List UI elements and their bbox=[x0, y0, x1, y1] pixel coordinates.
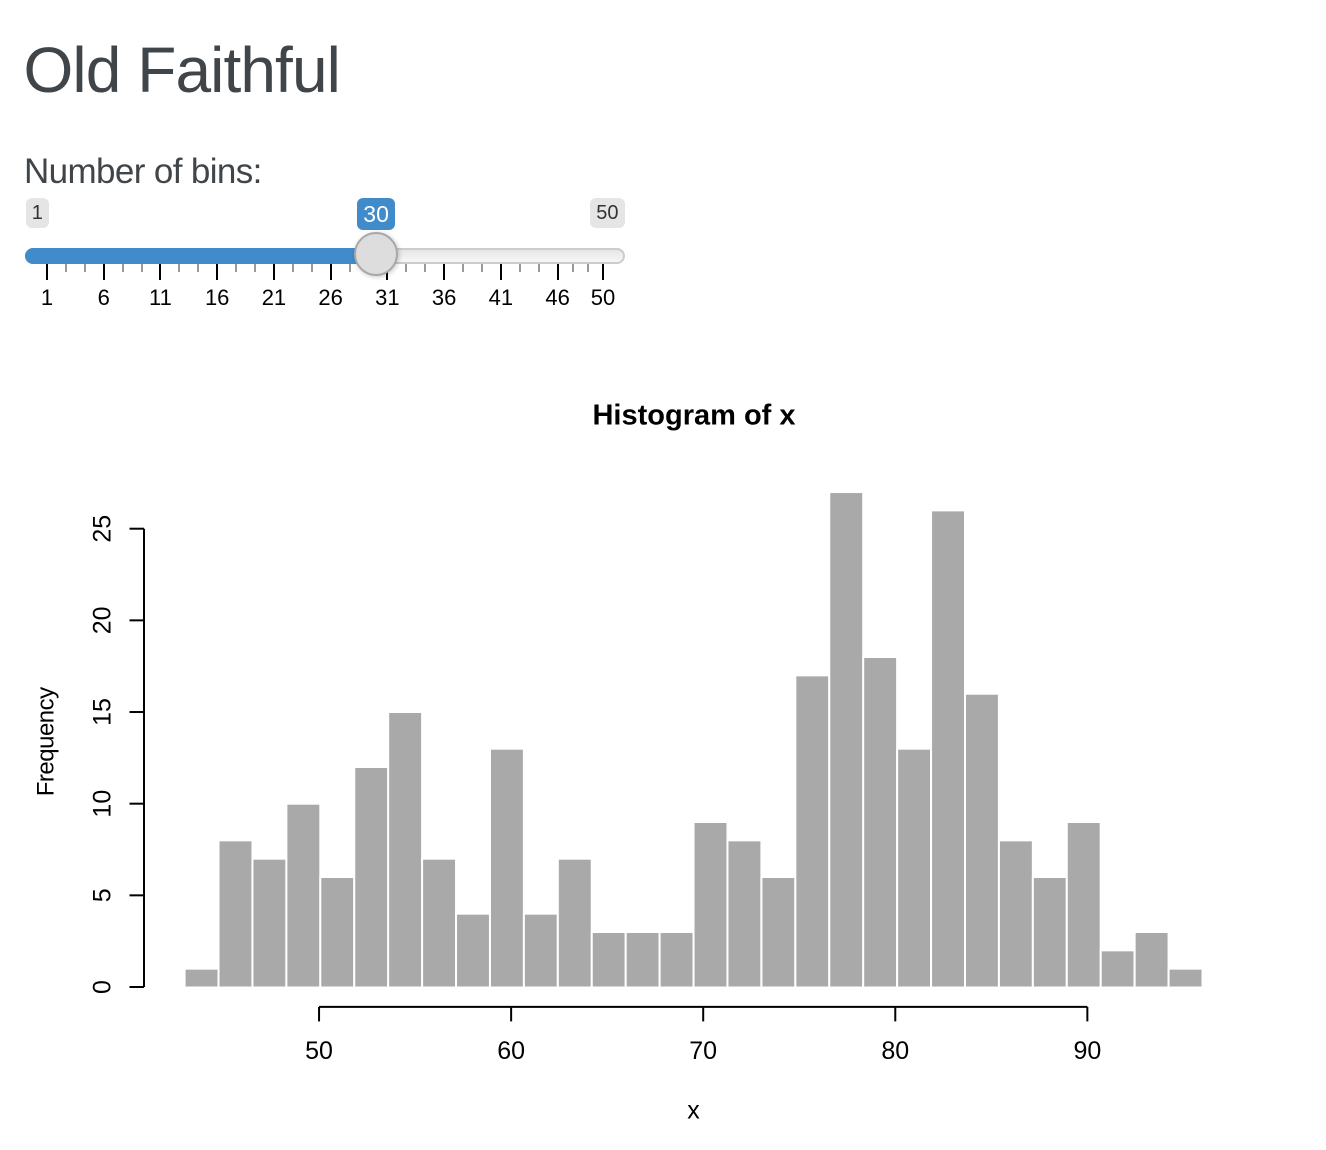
svg-text:20: 20 bbox=[88, 606, 116, 634]
svg-text:80: 80 bbox=[881, 1037, 909, 1065]
svg-text:25: 25 bbox=[88, 515, 116, 543]
svg-text:50: 50 bbox=[305, 1037, 333, 1065]
svg-text:Frequency: Frequency bbox=[33, 687, 60, 796]
svg-text:90: 90 bbox=[1073, 1037, 1101, 1065]
svg-text:0: 0 bbox=[88, 980, 116, 994]
svg-text:5: 5 bbox=[88, 888, 116, 902]
svg-text:70: 70 bbox=[689, 1037, 717, 1065]
svg-text:15: 15 bbox=[88, 698, 116, 726]
svg-text:10: 10 bbox=[88, 790, 116, 818]
svg-text:Histogram of x: Histogram of x bbox=[592, 400, 795, 432]
svg-text:60: 60 bbox=[497, 1037, 525, 1065]
svg-text:x: x bbox=[687, 1096, 700, 1124]
